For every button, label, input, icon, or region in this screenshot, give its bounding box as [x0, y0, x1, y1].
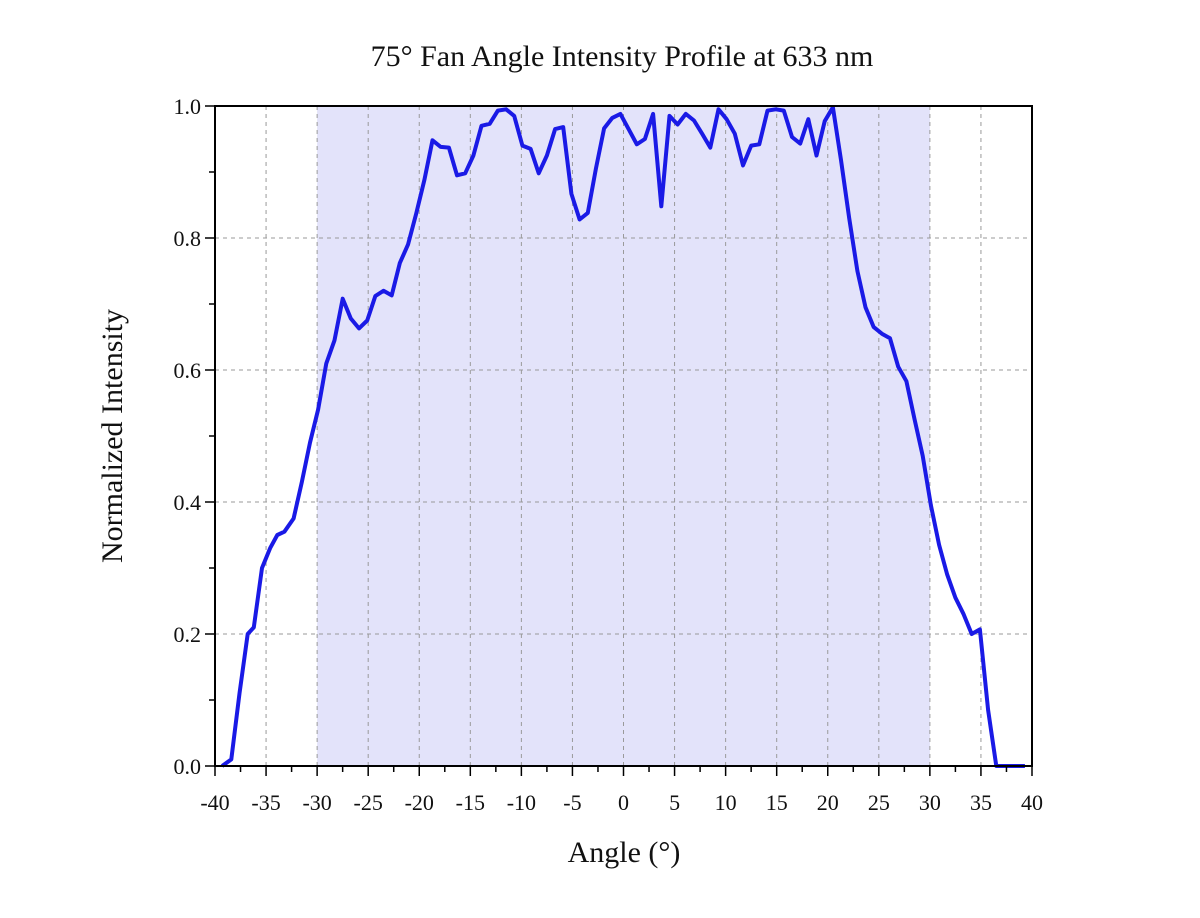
x-tick-label: 25 [868, 790, 890, 815]
x-tick-label: 15 [766, 790, 788, 815]
chart-title: 75° Fan Angle Intensity Profile at 633 n… [371, 40, 874, 73]
x-tick-label: -30 [302, 790, 331, 815]
x-tick-label: -20 [405, 790, 434, 815]
x-tick-label: -35 [251, 790, 280, 815]
y-tick-label: 0.0 [174, 754, 202, 779]
x-tick-label: 35 [970, 790, 992, 815]
x-tick-label: -5 [563, 790, 581, 815]
x-axis-label: Angle (°) [568, 836, 681, 869]
x-tick-label: -40 [200, 790, 229, 815]
y-tick-label: 0.6 [174, 358, 202, 383]
y-tick-label: 0.4 [174, 490, 202, 515]
x-tick-label: 5 [669, 790, 680, 815]
y-tick-label: 0.2 [174, 622, 202, 647]
y-tick-labels: 0.0 0.2 0.4 0.6 0.8 1.0 [174, 94, 202, 779]
x-tick-labels: -40 -35 -30 -25 -20 -15 -10 -5 0 5 10 15 20 25 30 35 40 [200, 790, 1043, 815]
series-line [220, 105, 1025, 768]
x-tick-label: -10 [507, 790, 536, 815]
y-tick-label: 0.8 [174, 226, 202, 251]
x-tick-label: 20 [817, 790, 839, 815]
x-tick-label: 30 [919, 790, 941, 815]
x-tick-label: 10 [715, 790, 737, 815]
y-axis-label: Normalized Intensity [96, 309, 129, 563]
axis-ticks [205, 105, 1033, 776]
x-tick-label: -15 [456, 790, 485, 815]
x-tick-label: -25 [354, 790, 383, 815]
y-tick-label: 1.0 [174, 94, 202, 119]
x-tick-label: 40 [1021, 790, 1043, 815]
x-tick-label: 0 [618, 790, 629, 815]
grid [215, 106, 1032, 766]
